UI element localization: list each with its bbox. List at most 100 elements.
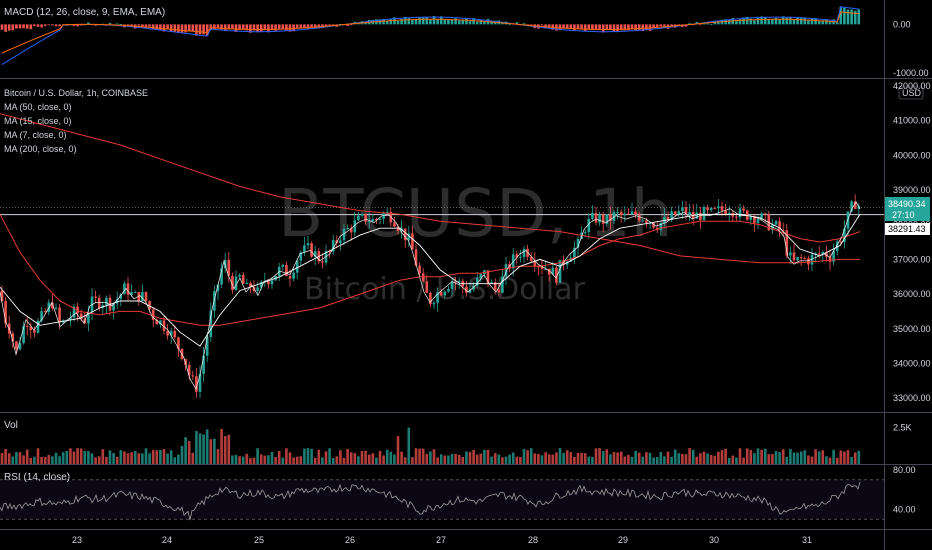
macd-bar bbox=[292, 24, 295, 32]
volume-bar bbox=[4, 449, 7, 464]
volume-bar bbox=[407, 427, 411, 464]
volume-bar bbox=[249, 458, 252, 464]
ma-label-4[interactable]: MA (200, close, 0) bbox=[4, 144, 77, 154]
candle bbox=[51, 294, 54, 311]
ma-label-2[interactable]: MA (15, close, 0) bbox=[4, 116, 72, 126]
candle bbox=[15, 340, 18, 354]
macd-bar bbox=[807, 20, 810, 25]
volume-bar bbox=[137, 453, 141, 464]
candle bbox=[288, 269, 292, 287]
x-tick-label: 25 bbox=[254, 535, 264, 545]
macd-bar bbox=[76, 24, 79, 27]
volume-bar bbox=[396, 436, 400, 464]
candle bbox=[245, 278, 249, 285]
volume-title[interactable]: Vol bbox=[4, 420, 18, 431]
volume-bar bbox=[364, 450, 367, 464]
macd-bar bbox=[781, 16, 785, 25]
volume-bar bbox=[400, 451, 403, 464]
volume-bar bbox=[511, 452, 515, 464]
candle bbox=[630, 202, 634, 216]
volume-bar bbox=[641, 456, 645, 464]
macd-bar bbox=[303, 24, 306, 28]
macd-bar bbox=[249, 24, 252, 33]
macd-bar bbox=[547, 24, 551, 27]
volume-bar bbox=[839, 450, 843, 464]
volume-bar bbox=[486, 449, 490, 464]
volume-bar bbox=[659, 451, 663, 464]
candle bbox=[155, 318, 159, 325]
ma-label-1[interactable]: MA (50, close, 0) bbox=[4, 102, 72, 112]
macd-bar bbox=[767, 19, 771, 25]
volume-bar bbox=[403, 457, 407, 464]
currency-badge[interactable] bbox=[898, 86, 924, 100]
macd-bar bbox=[385, 20, 389, 25]
candle bbox=[353, 211, 357, 237]
candle bbox=[141, 284, 144, 303]
volume-bar bbox=[267, 455, 270, 464]
volume-bar bbox=[375, 457, 378, 464]
macd-title[interactable]: MACD (12, 26, close, 9, EMA, EMA) bbox=[4, 7, 165, 18]
macd-bar bbox=[414, 19, 418, 25]
volume-bar bbox=[195, 431, 198, 464]
macd-bar bbox=[418, 17, 421, 25]
candle bbox=[699, 206, 702, 229]
candle bbox=[504, 256, 508, 285]
x-tick-label: 28 bbox=[528, 535, 538, 545]
macd-bar bbox=[288, 24, 292, 32]
symbol-title[interactable]: Bitcoin / U.S. Dollar, 1h, COINBASE bbox=[4, 88, 148, 98]
candle bbox=[803, 255, 807, 260]
candle bbox=[627, 208, 630, 215]
ma-label-3[interactable]: MA (7, close, 0) bbox=[4, 130, 67, 140]
volume-bar bbox=[421, 448, 425, 464]
candle bbox=[443, 290, 447, 299]
volume-bar bbox=[191, 452, 195, 464]
volume-bar bbox=[731, 455, 735, 464]
volume-bar bbox=[263, 455, 267, 464]
volume-bar bbox=[634, 450, 637, 464]
volume-bar bbox=[609, 454, 612, 464]
candle bbox=[807, 255, 810, 271]
volume-bar bbox=[173, 457, 177, 464]
volume-bar bbox=[241, 456, 245, 464]
volume-bar bbox=[51, 456, 54, 464]
volume-bar bbox=[562, 452, 565, 464]
volume-bar bbox=[753, 453, 756, 464]
volume-bar bbox=[832, 449, 835, 464]
rsi-title[interactable]: RSI (14, close) bbox=[4, 472, 70, 483]
volume-bar bbox=[425, 453, 429, 464]
macd-bar bbox=[324, 24, 328, 27]
macd-bar bbox=[558, 24, 562, 31]
macd-bar bbox=[429, 19, 432, 25]
macd-bar bbox=[285, 24, 288, 31]
price-tick-label: 39000.00 bbox=[893, 185, 931, 195]
volume-bar bbox=[119, 450, 123, 464]
candle bbox=[29, 322, 33, 339]
macd-bar bbox=[645, 24, 648, 30]
candle bbox=[497, 282, 501, 297]
volume-bar bbox=[411, 457, 414, 464]
macd-bar bbox=[810, 17, 814, 25]
rsi-band bbox=[0, 479, 884, 520]
volume-bar bbox=[450, 453, 454, 464]
macd-bar bbox=[169, 24, 173, 32]
candle bbox=[774, 219, 778, 227]
macd-bar bbox=[857, 9, 861, 25]
candle bbox=[619, 209, 623, 223]
macd-bar bbox=[709, 23, 713, 25]
macd-bar bbox=[256, 24, 259, 33]
volume-bar bbox=[180, 446, 184, 464]
macd-bar bbox=[472, 18, 475, 25]
macd-bar bbox=[583, 24, 587, 32]
volume-bar bbox=[828, 457, 832, 464]
price-pane[interactable] bbox=[0, 113, 884, 398]
volume-bar bbox=[72, 451, 76, 464]
x-axis[interactable]: 23 24 25 26 27 28 29 30 31 bbox=[72, 535, 812, 545]
macd-bar bbox=[11, 24, 15, 31]
macd-bar bbox=[180, 24, 184, 33]
volume-bar bbox=[720, 450, 724, 464]
macd-bar bbox=[515, 22, 519, 25]
macd-bar bbox=[274, 24, 277, 31]
candle bbox=[853, 194, 857, 210]
volume-bar bbox=[432, 449, 436, 464]
